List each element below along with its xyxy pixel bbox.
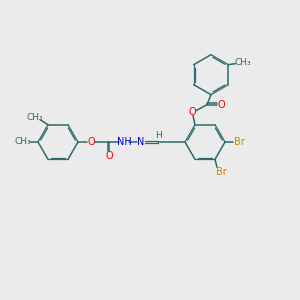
Text: NH: NH	[117, 137, 131, 147]
Text: CH₃: CH₃	[27, 113, 43, 122]
Text: O: O	[87, 137, 95, 147]
Text: CH₃: CH₃	[15, 136, 31, 146]
Text: Br: Br	[216, 167, 226, 177]
Text: N: N	[137, 137, 145, 147]
Text: O: O	[105, 151, 113, 161]
Text: O: O	[217, 100, 225, 110]
Text: CH₃: CH₃	[234, 58, 250, 67]
Text: Br: Br	[234, 137, 244, 147]
Text: O: O	[188, 107, 196, 117]
Text: H: H	[156, 130, 162, 140]
